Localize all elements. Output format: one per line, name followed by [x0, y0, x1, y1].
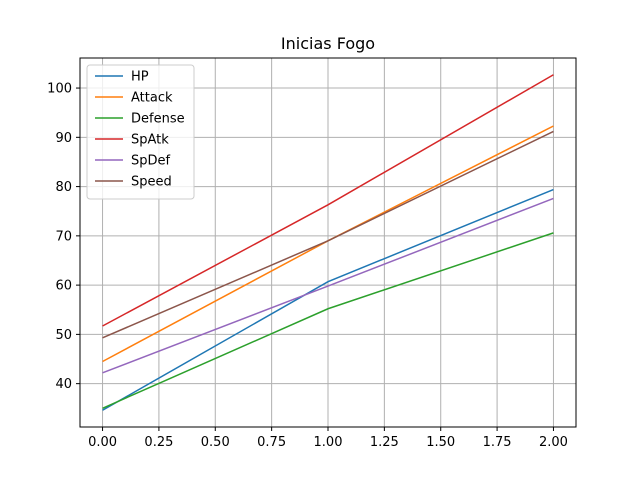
series-line-hp — [102, 188, 554, 411]
legend: HP Attack Defense SpAtk SpDef Speed — [86, 64, 195, 200]
x-tick-label: 0.25 — [144, 435, 173, 450]
series-line-speed — [102, 130, 554, 339]
x-tick-label: 1.00 — [314, 435, 343, 450]
legend-label: Speed — [131, 175, 172, 190]
x-tick-label: 0.75 — [257, 435, 286, 450]
y-tick-label: 60 — [55, 279, 72, 294]
series-lines — [102, 74, 554, 411]
x-tick-label: 2.00 — [539, 435, 568, 450]
x-tick-label: 0.00 — [88, 435, 117, 450]
y-tick-label: 90 — [55, 131, 72, 146]
x-tick-label: 1.50 — [426, 435, 455, 450]
y-axis: 40 50 60 70 80 90 100 — [47, 82, 80, 392]
x-tick-label: 1.75 — [483, 435, 512, 450]
grid — [80, 58, 576, 427]
y-tick-label: 40 — [55, 377, 72, 392]
x-tick-label: 0.50 — [201, 435, 230, 450]
y-tick-label: 50 — [55, 328, 72, 343]
y-tick-label: 70 — [55, 229, 72, 244]
legend-label: HP — [131, 70, 149, 85]
legend-box — [86, 64, 195, 200]
series-line-spdef — [102, 197, 554, 374]
y-tick-label: 100 — [47, 82, 72, 97]
x-tick-label: 1.25 — [370, 435, 399, 450]
legend-label: Defense — [131, 112, 185, 127]
x-axis: 0.00 0.25 0.50 0.75 1.00 1.25 1.50 1.75 2.00 — [88, 427, 568, 450]
series-line-spatk — [102, 74, 554, 327]
chart-title: Inicias Fogo — [281, 34, 375, 53]
legend-label: SpDef — [131, 154, 171, 169]
legend-label: SpAtk — [131, 133, 169, 148]
series-line-defense — [102, 232, 554, 409]
legend-label: Attack — [131, 91, 173, 106]
y-tick-label: 80 — [55, 180, 72, 195]
